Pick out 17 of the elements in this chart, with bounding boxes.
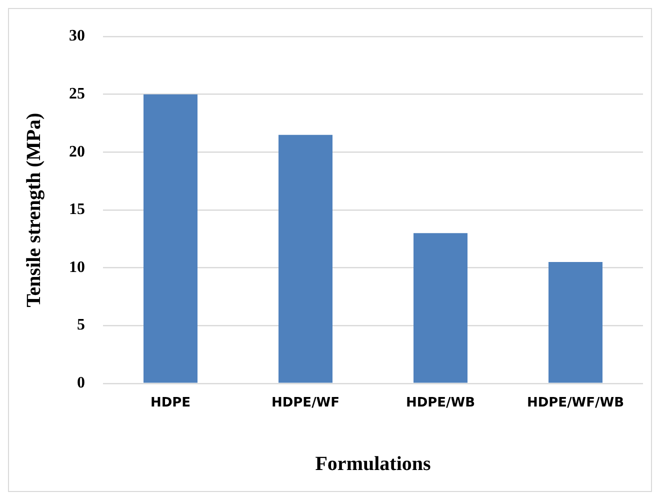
y-tick-label: 10	[69, 258, 85, 276]
y-tick-label: 30	[69, 28, 85, 45]
y-tick-label: 5	[77, 316, 85, 334]
x-tick-label: HDPE/WF/WB	[526, 396, 624, 411]
bar	[414, 233, 468, 383]
x-tick-label: HDPE/WF	[271, 396, 340, 411]
bar	[278, 134, 332, 383]
bar	[548, 262, 602, 383]
x-tick-label: HDPE	[150, 396, 191, 411]
y-axis-title: Tensile strength (MPa)	[23, 112, 46, 308]
y-tick-label: 0	[77, 374, 85, 392]
x-tick-label: HDPE/WB	[406, 396, 476, 411]
y-tick-label: 25	[69, 86, 85, 103]
x-axis-title: Formulations	[315, 453, 431, 476]
y-tick-label: 15	[69, 201, 85, 218]
bar	[144, 94, 198, 383]
y-tick-label: 20	[69, 143, 85, 160]
